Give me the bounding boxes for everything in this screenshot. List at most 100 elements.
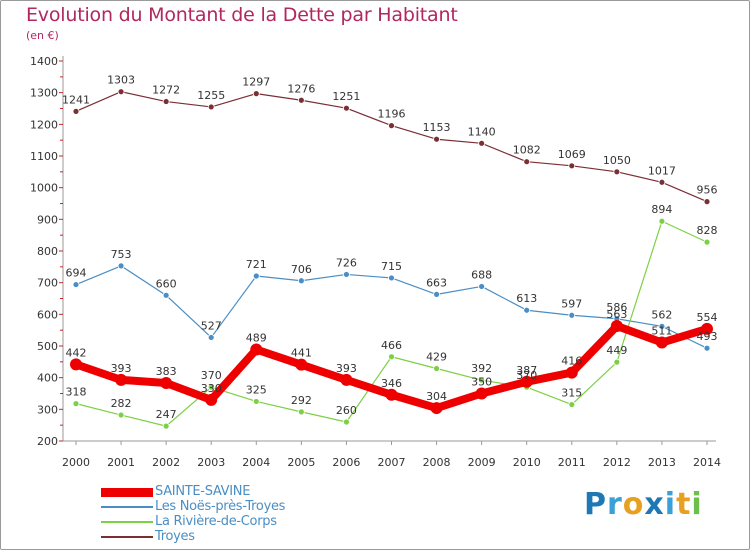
chart-subtitle: (en €) [26,29,59,42]
data-label: 1255 [197,89,225,102]
data-label: 586 [606,301,627,314]
data-point [117,262,125,270]
y-tick-label: 900 [37,213,58,226]
data-label: 383 [156,365,177,378]
data-point [475,387,488,400]
data-point [701,322,713,335]
data-point [613,168,621,176]
data-point [250,343,263,356]
data-label: 660 [156,277,177,290]
legend-swatch [101,536,153,538]
data-label: 694 [66,267,87,280]
data-label: 441 [291,347,312,360]
y-tick-label: 1300 [30,87,58,100]
data-point [340,373,353,386]
data-label: 894 [651,203,672,216]
data-point [703,238,711,246]
data-label: 493 [697,330,718,343]
data-point [117,88,125,96]
data-label: 392 [471,362,492,375]
data-point [388,353,395,361]
y-tick-label: 600 [37,308,58,321]
data-label: 613 [516,292,537,305]
data-point [478,139,486,147]
x-tick-label: 2006 [332,456,360,469]
data-point [162,422,170,430]
data-label: 429 [426,350,447,363]
data-point [388,122,395,129]
data-label: 726 [336,256,357,269]
data-point [297,277,305,285]
data-label: 350 [471,376,492,389]
data-point [115,373,128,386]
data-point [343,418,350,426]
data-label: 597 [561,297,582,310]
data-label: 527 [201,319,222,332]
y-tick-label: 1100 [30,150,58,163]
data-label: 318 [66,386,87,399]
data-label: 466 [381,339,402,352]
data-point [433,135,440,143]
data-point [160,377,173,390]
data-label: 828 [697,224,718,237]
data-label: 663 [426,276,447,289]
legend-label: La Rivière-de-Corps [155,514,277,529]
data-point [295,358,308,371]
y-tick-label: 200 [37,435,58,448]
data-point [343,271,350,278]
x-tick-label: 2000 [62,456,90,469]
y-tick-label: 1000 [30,182,58,195]
data-point [610,320,623,333]
data-label: 1251 [332,90,360,103]
data-point [388,274,395,282]
data-point [433,290,440,298]
data-point [72,400,80,408]
data-point [343,104,350,112]
data-label: 554 [697,311,718,324]
data-label: 1069 [558,148,586,161]
data-label: 1272 [152,84,180,97]
y-tick-label: 1200 [30,118,58,131]
data-point [655,336,668,349]
data-point [658,322,666,330]
data-point [252,272,260,280]
data-label: 292 [291,394,312,407]
data-label: 715 [381,260,402,273]
y-tick-label: 500 [37,340,58,353]
data-point [433,365,440,372]
data-point [568,162,576,170]
data-point [72,281,80,288]
data-label: 393 [336,362,357,375]
chart-title: Evolution du Montant de la Dette par Hab… [26,4,458,26]
x-tick-label: 2007 [378,456,406,469]
data-label: 449 [606,344,627,357]
data-point [162,291,170,299]
x-tick-label: 2002 [152,456,180,469]
data-label: 330 [201,382,222,395]
legend-swatch [101,506,153,508]
data-label: 721 [246,258,267,271]
data-point [385,388,398,401]
proxiti-logo: Proxiti [584,487,703,522]
x-tick-label: 2009 [468,456,496,469]
data-point [252,90,260,98]
data-label: 1140 [468,125,496,138]
data-label: 562 [651,308,672,321]
data-point [565,366,578,379]
data-point [297,96,305,104]
x-tick-label: 2010 [513,456,541,469]
data-point [658,178,666,186]
x-tick-label: 2001 [107,456,135,469]
data-point [207,334,215,341]
data-point [207,103,215,111]
data-label: 387 [516,364,537,377]
data-point [703,198,711,206]
data-label: 511 [651,325,672,338]
y-tick-label: 400 [37,372,58,385]
data-point [478,283,486,290]
x-tick-label: 2013 [648,456,676,469]
data-label: 688 [471,268,492,281]
x-tick-label: 2012 [603,456,631,469]
